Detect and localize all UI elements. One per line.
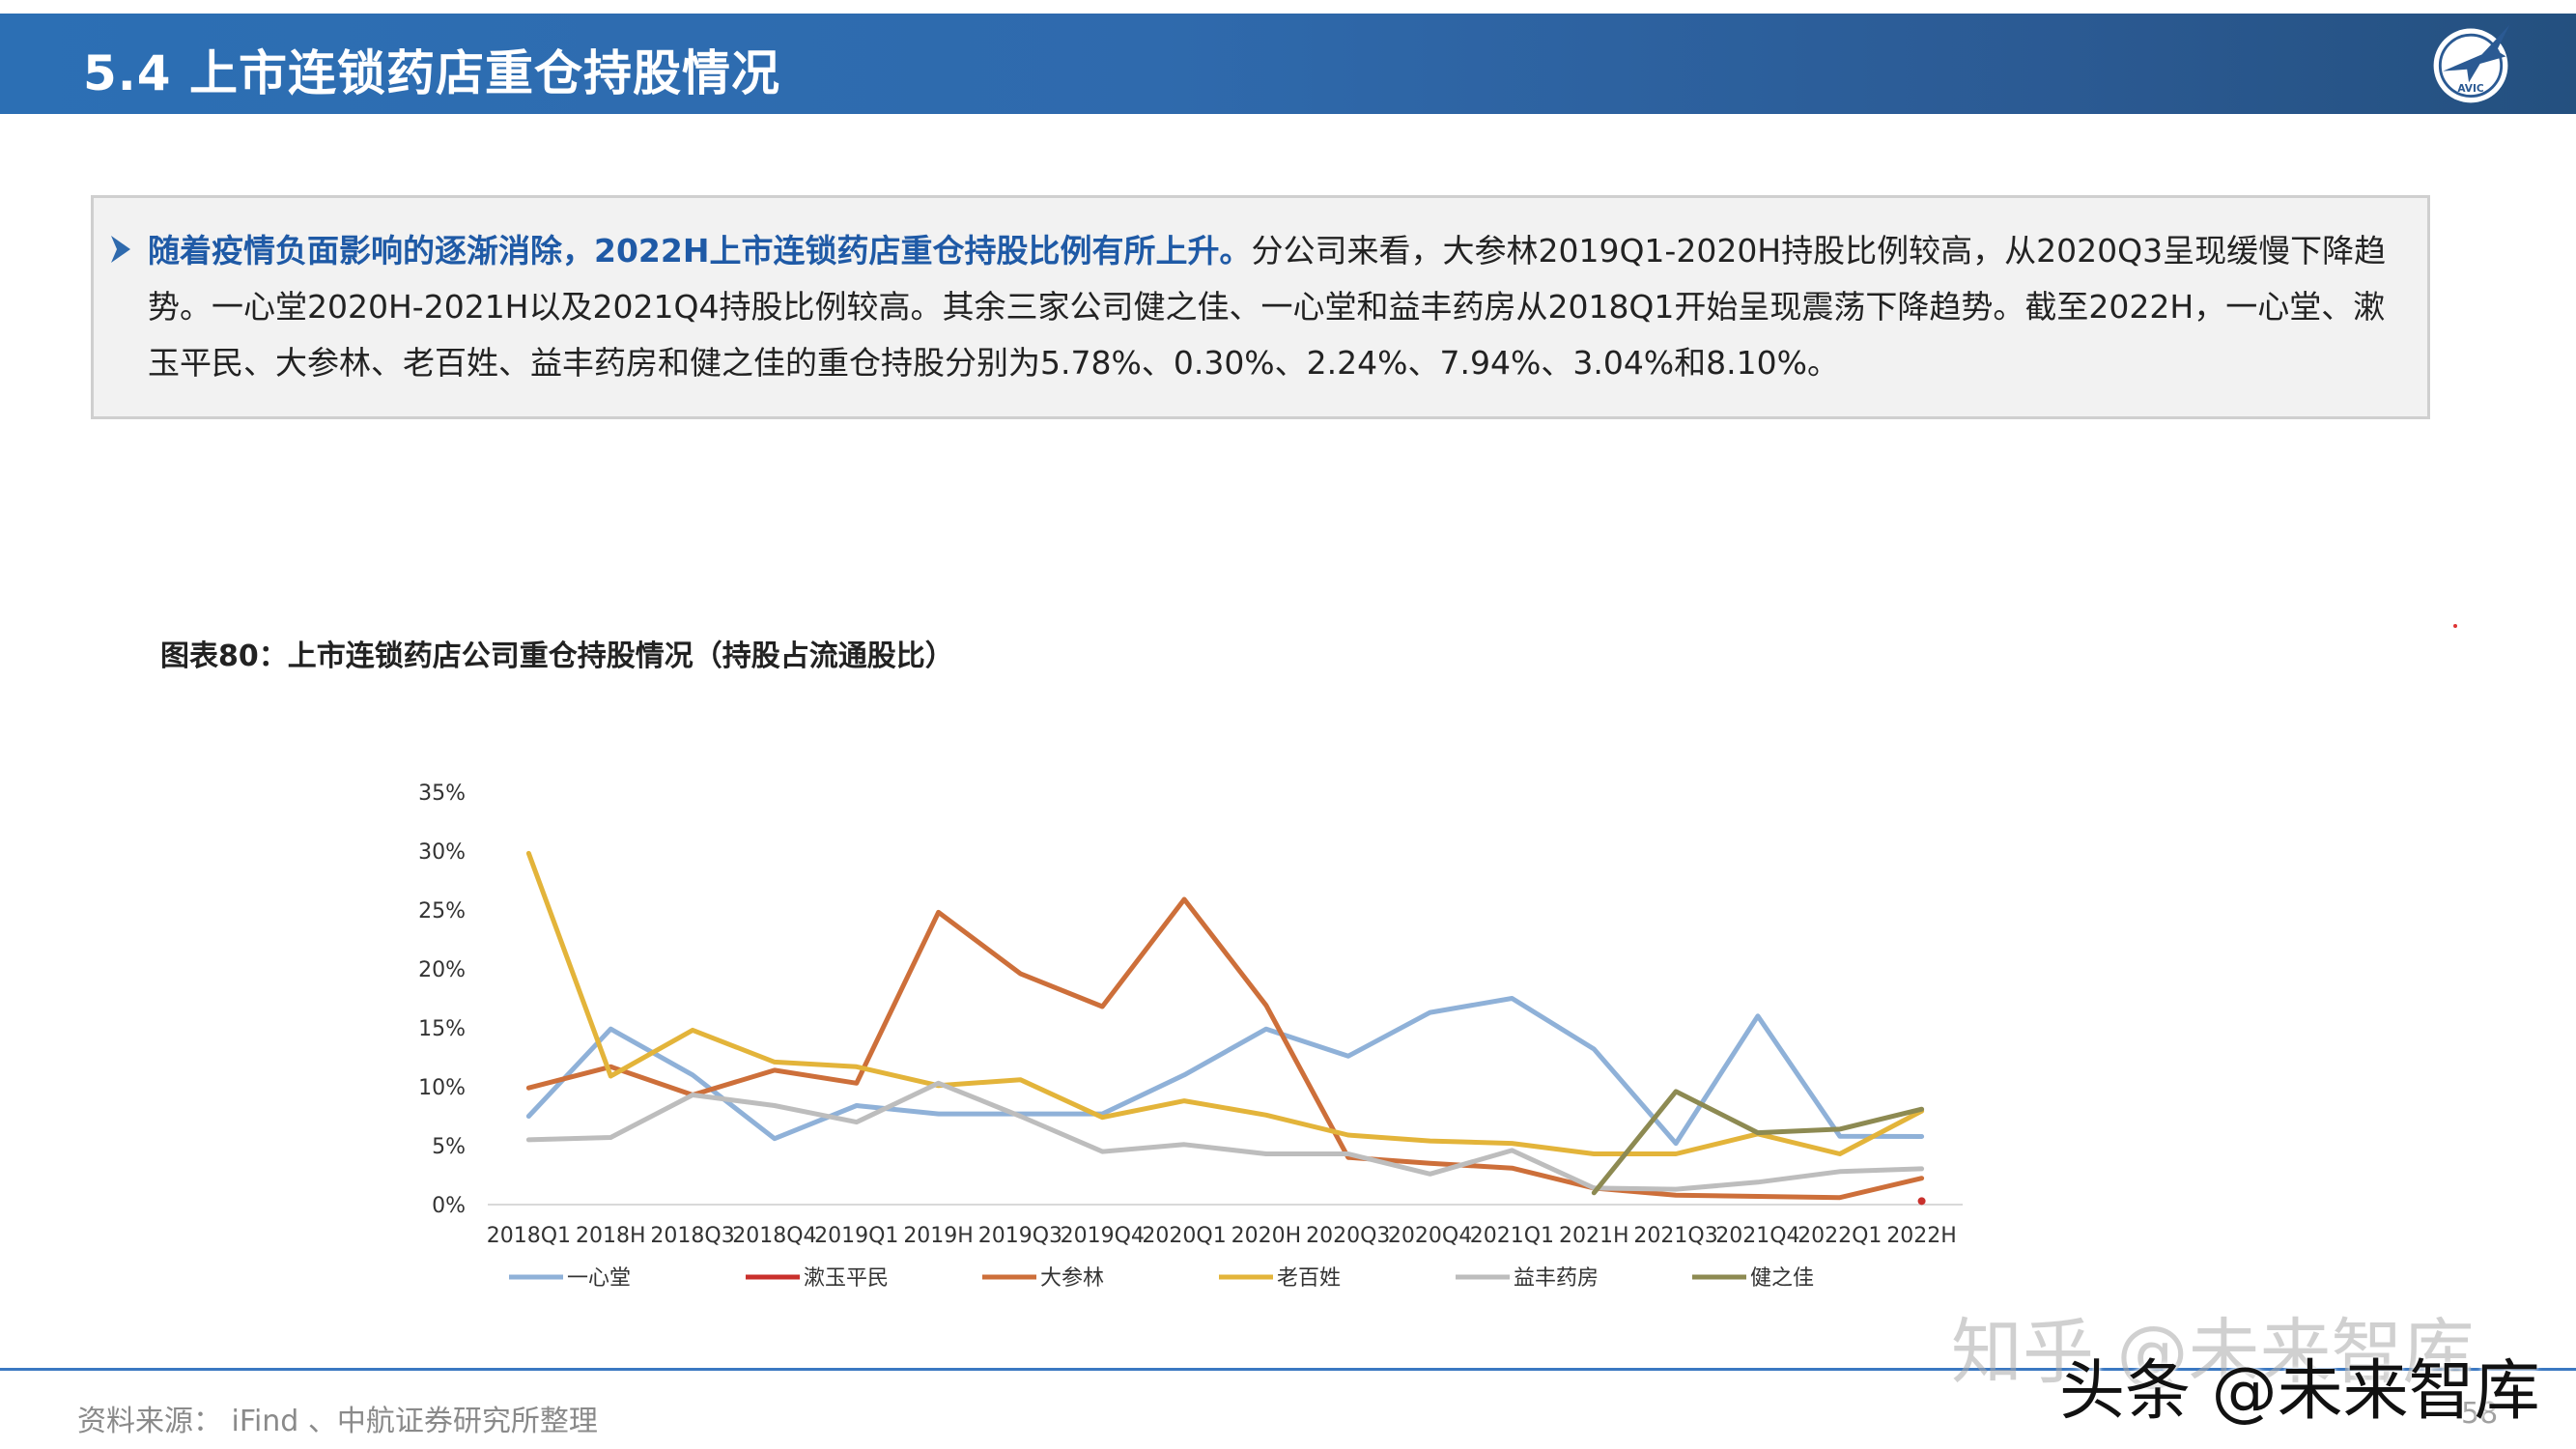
legend-label-5: 健之佳 [1750, 1266, 1814, 1291]
x-tick-label: 2020H [1231, 1224, 1302, 1248]
y-tick-label: 10% [418, 1076, 466, 1100]
x-tick-label: 2020Q4 [1388, 1224, 1472, 1248]
bullet-arrow-icon [111, 236, 130, 263]
y-tick-label: 30% [418, 840, 466, 865]
x-tick-label: 2021Q3 [1633, 1224, 1717, 1248]
figure-title: 图表80：上市连锁药店公司重仓持股情况（持股占流通股比） [160, 639, 954, 673]
y-tick-label: 5% [432, 1135, 466, 1159]
x-tick-label: 2018Q3 [650, 1224, 734, 1248]
line-chart: 0%5%10%15%20%25%30%35%2018Q1 2018H 2018Q32… [418, 781, 1963, 1291]
series-line-3 [525, 850, 1925, 1156]
plane-logo-icon: AVIC [2433, 24, 2510, 103]
summary-box: 随着疫情负面影响的逐渐消除，2022H上市连锁药店重仓持股比例有所上升。分公司来… [91, 195, 2430, 419]
x-tick-label: 2018Q4 [732, 1224, 816, 1248]
series-line-2 [525, 896, 1925, 1201]
x-tick-label: 2020Q1 [1142, 1224, 1226, 1248]
page-title: 5.4 上市连锁药店重仓持股情况 [83, 45, 780, 101]
page-number: 58 [2461, 1397, 2499, 1431]
series-line-5 [1591, 1089, 1925, 1196]
y-tick-label: 15% [418, 1017, 466, 1041]
y-tick-label: 0% [432, 1194, 466, 1218]
y-tick-label: 25% [418, 899, 466, 923]
legend-label-0: 一心堂 [567, 1266, 631, 1291]
legend-label-3: 老百姓 [1277, 1266, 1341, 1291]
y-tick-label: 35% [418, 781, 466, 806]
x-tick-label: 2022H [1886, 1224, 1957, 1248]
header-bar: 5.4 上市连锁药店重仓持股情况 AVIC [0, 14, 2576, 114]
x-tick-label: 2019Q1 [814, 1224, 898, 1248]
series-line-0 [525, 996, 1925, 1147]
summary-text: 随着疫情负面影响的逐渐消除，2022H上市连锁药店重仓持股比例有所上升。分公司来… [148, 223, 2413, 391]
x-tick-label: 2018Q1 [487, 1224, 571, 1248]
source-note: 资料来源： iFind 、中航证券研究所整理 [77, 1405, 598, 1438]
x-tick-label: 2019Q3 [978, 1224, 1062, 1248]
legend-label-4: 益丰药房 [1514, 1266, 1599, 1291]
series-line-4 [525, 1080, 1925, 1192]
series-point-1 [1917, 1197, 1926, 1206]
x-tick-label: 2021Q1 [1470, 1224, 1554, 1248]
legend-label-1: 漱玉平民 [804, 1266, 889, 1291]
legend-label-2: 大参林 [1040, 1266, 1104, 1291]
logo-text: AVIC [2457, 83, 2484, 95]
x-tick-label: 2021Q4 [1715, 1224, 1799, 1248]
x-tick-label: 2018H [576, 1224, 646, 1248]
x-tick-label: 2022Q1 [1798, 1224, 1882, 1248]
x-tick-label: 2019H [903, 1224, 974, 1248]
x-tick-label: 2020Q3 [1306, 1224, 1390, 1248]
y-tick-label: 20% [418, 958, 466, 982]
zhihu-watermark: 知乎 @未来智库 [1951, 1311, 2475, 1394]
footer-divider [0, 1368, 2576, 1371]
x-tick-label: 2021H [1559, 1224, 1629, 1248]
toutiao-watermark: 头条 @未来智库 [2059, 1353, 2540, 1430]
red-dot-mark [2453, 624, 2457, 628]
summary-highlight: 随着疫情负面影响的逐渐消除，2022H上市连锁药店重仓持股比例有所上升。 [148, 232, 1252, 270]
x-tick-label: 2019Q4 [1061, 1224, 1145, 1248]
summary-body: 分公司来看，大参林2019Q1-2020H持股比例较高，从2020Q3呈现缓慢下… [148, 232, 2387, 382]
